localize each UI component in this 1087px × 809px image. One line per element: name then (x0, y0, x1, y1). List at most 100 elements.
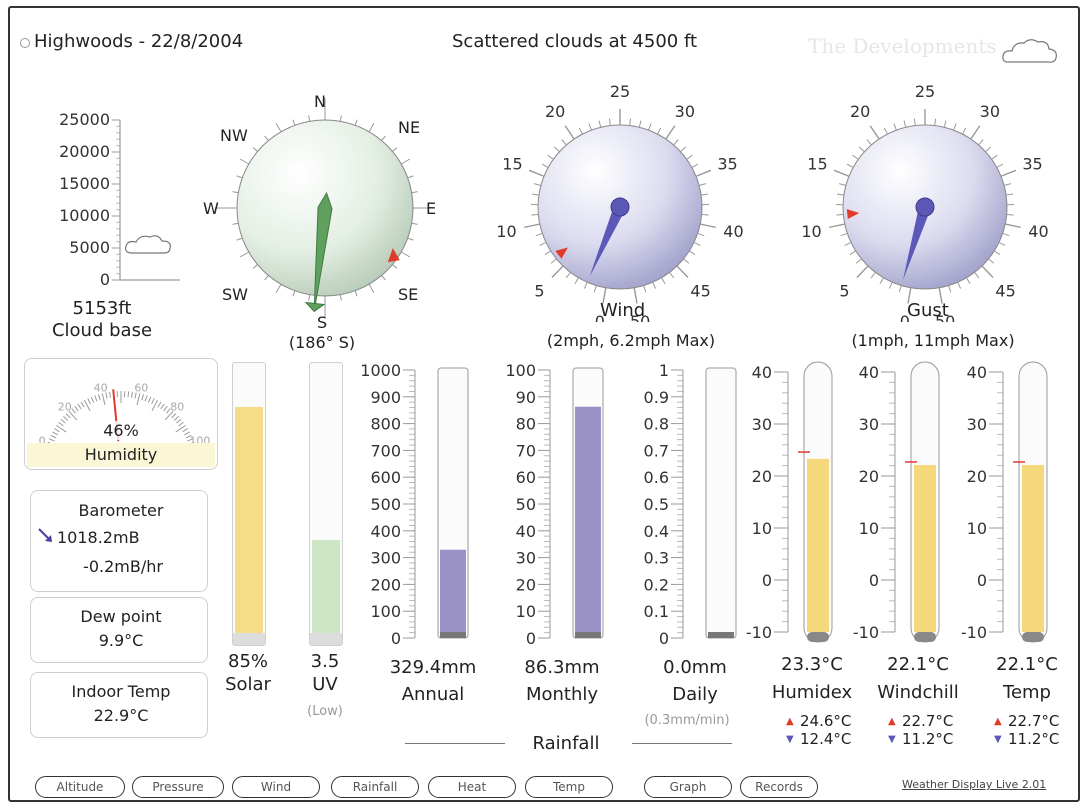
compass-label-sw: SW (222, 285, 248, 304)
windchill-tick-label: -10 (853, 623, 879, 642)
compass-label-ne: NE (398, 118, 421, 137)
rain_annual-tick-label: 200 (370, 575, 401, 594)
temp-tick-label: 10 (967, 519, 987, 538)
rain-monthly-label: Monthly (525, 684, 599, 705)
altitude-button[interactable]: Altitude (35, 776, 125, 798)
humidex-bulb (807, 632, 829, 642)
cloudbase-label: Cloud base (51, 320, 153, 341)
dewpoint-label: Dew point (80, 607, 162, 626)
windchill-tick-label: 20 (859, 467, 879, 486)
barometer-trend: -0.2mB/hr (83, 557, 163, 576)
gust-speed-gauge: 0 5 10 15 20 25 30 35 40 45 50 (801, 82, 1048, 322)
temp-tick-label: 40 (967, 363, 987, 382)
station-title: Highwoods - 22/8/2004 (34, 31, 244, 52)
gust-tick-label: 25 (915, 82, 935, 101)
rain_monthly-tick-label: 0 (526, 629, 536, 648)
wind-value: (2mph, 6.2mph Max) (546, 331, 716, 350)
humidex-tick-label: -10 (746, 623, 772, 642)
temp-tick-label: 0 (977, 571, 987, 590)
cloudbase-tick-label: 20000 (59, 142, 110, 161)
compass-needle-arrowhead (304, 301, 326, 313)
wind-button[interactable]: Wind (232, 776, 320, 798)
compass-value: (186° S) (288, 333, 356, 352)
windchill-fill (914, 465, 936, 632)
rain_monthly-tick-label: 100 (505, 361, 536, 380)
temp-tick-label: 20 (967, 467, 987, 486)
footer-version-link[interactable]: Weather Display Live 2.01 (902, 778, 1047, 791)
graph-button[interactable]: Graph (644, 776, 732, 798)
cloudbase-gauge: 25000 20000 15000 10000 5000 0 (59, 110, 180, 289)
uv-bar (309, 362, 343, 646)
rain-daily-rate: (0.3mm/min) (644, 713, 730, 728)
temp-button[interactable]: Temp (525, 776, 613, 798)
rain_monthly-tick-label: 60 (516, 468, 536, 487)
humidex-high: 24.6°C (800, 712, 852, 730)
falling-trend-arrow-icon (38, 528, 52, 542)
rain_monthly-tick-label: 50 (516, 495, 536, 514)
gust-needle-hub (915, 197, 935, 217)
wind-speed-gauge: 0 5 10 15 20 25 30 35 40 45 50 (496, 82, 743, 322)
gust-tick-label: 40 (1028, 222, 1048, 241)
cloudbase-tick-label: 0 (100, 270, 110, 289)
barometer-panel: Barometer 1018.2mB -0.2mB/hr (30, 490, 208, 592)
humidex-label: Humidex (771, 682, 853, 703)
rain-daily-gauge: 1 0.9 0.8 0.7 0.6 0.5 0.4 0.3 0.2 0.1 0 (644, 361, 737, 648)
gust-tick-label: 35 (1022, 155, 1042, 174)
wind-max-marker (555, 247, 568, 259)
wind-tick-label: 25 (610, 82, 630, 101)
uv-label: UV (312, 674, 338, 695)
humidity-tick-label: 0 (39, 434, 46, 447)
compass-label-n: N (314, 92, 326, 111)
watermark-text: The Developments (808, 34, 997, 58)
gust-tick-label: 5 (839, 281, 849, 300)
rain_daily-tick-label: 0.5 (644, 495, 669, 514)
gust-tick-label: 10 (801, 222, 821, 241)
rain_annual-tick-label: 900 (370, 388, 401, 407)
rain_daily-base (708, 632, 734, 638)
humidity-tick-label: 40 (94, 381, 108, 394)
pressure-button[interactable]: Pressure (132, 776, 224, 798)
indoor-temp-panel: Indoor Temp 22.9°C (30, 672, 208, 738)
cloudbase-value: 5153ft (72, 298, 132, 319)
dewpoint-panel: Dew point 9.9°C (30, 597, 208, 663)
rain_monthly-tick-label: 70 (516, 441, 536, 460)
rain_annual-tick-label: 300 (370, 549, 401, 568)
wind-direction-compass (215, 98, 435, 318)
rainfall-button[interactable]: Rainfall (331, 776, 419, 798)
cloud-icon (1002, 39, 1057, 63)
rain_daily-tick-label: 0.2 (644, 575, 669, 594)
wind-tick-label: 45 (690, 281, 710, 300)
humidity-panel: 0 20 40 60 80 100 46% Humidity (24, 358, 218, 470)
cloudbase-cloud-icon (125, 235, 171, 254)
windchill-tick-label: 10 (859, 519, 879, 538)
windchill-label: Windchill (877, 682, 959, 703)
wind-tick-label: 40 (723, 222, 743, 241)
compass-label-se: SE (398, 285, 419, 304)
records-button[interactable]: Records (740, 776, 818, 798)
rain_monthly-tick-label: 80 (516, 415, 536, 434)
humidex-tick-label: 40 (752, 363, 772, 382)
solar-bar (232, 362, 266, 646)
wind-needle-hub (610, 197, 630, 217)
rain-monthly-value: 86.3mm (524, 657, 600, 678)
rain_daily-tick-label: 0.9 (644, 388, 669, 407)
rainfall-divider-right (632, 743, 732, 744)
rain_daily-tick-label: 0.3 (644, 549, 669, 568)
wind-tick-label: 10 (496, 222, 516, 241)
gust-gauge-label: Gust (907, 300, 949, 321)
rain_annual-tick-label: 100 (370, 602, 401, 621)
humidex-low: 12.4°C (800, 730, 852, 748)
rain_annual-tick-label: 600 (370, 468, 401, 487)
humidity-tick-label: 20 (58, 401, 72, 414)
temp-low: 11.2°C (1008, 730, 1060, 748)
rain_monthly-fill (575, 406, 601, 638)
bullet-icon (20, 38, 30, 48)
gust-max-marker (846, 209, 860, 220)
heat-button[interactable]: Heat (428, 776, 516, 798)
humidity-tick-label: 60 (134, 381, 148, 394)
rain_annual-base (440, 632, 466, 638)
uv-value: 3.5 (310, 651, 340, 672)
temp-tick-label: -10 (961, 623, 987, 642)
wind-tick-label: 35 (717, 155, 737, 174)
